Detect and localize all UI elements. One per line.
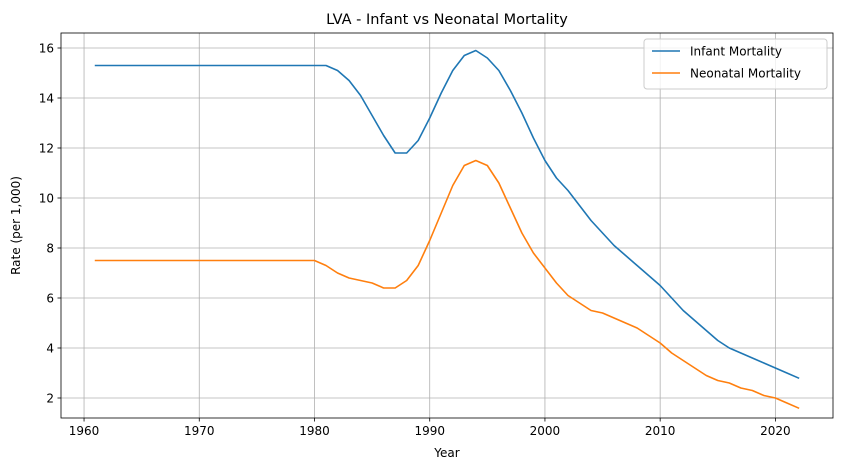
chart-title: LVA - Infant vs Neonatal Mortality [326,12,568,28]
y-tick-label: 2 [46,391,54,405]
x-tick-label: 1960 [69,424,100,438]
legend-label-2: Neonatal Mortality [690,66,801,80]
y-tick-label: 16 [39,41,54,55]
x-tick-label: 1970 [184,424,215,438]
legend-box [643,38,828,90]
y-tick-label: 12 [39,141,54,155]
axis-ticks: 1960 1970 1980 1990 2000 2010 2020 2 4 6 8 10 12 14 16 [39,41,791,438]
legend-label-1: Infant Mortality [690,44,782,58]
series-lines [94,49,800,410]
y-tick-label: 8 [46,241,54,255]
grid-lines [61,33,833,418]
x-tick-label: 1990 [414,424,445,438]
y-axis-title: Rate (per 1,000) [9,176,23,275]
x-tick-label: 1980 [299,424,330,438]
series-line-1 [94,49,800,380]
series-line-2 [94,159,800,410]
y-tick-label: 14 [39,91,54,105]
plot-area-frame [60,32,834,419]
y-tick-label: 4 [46,341,54,355]
x-tick-label: 2000 [530,424,561,438]
legend: Infant Mortality Neonatal Mortality [643,38,828,90]
y-tick-label: 10 [39,191,54,205]
y-tick-label: 6 [46,291,54,305]
x-tick-label: 2010 [645,424,676,438]
x-tick-label: 2020 [760,424,791,438]
x-axis-title: Year [433,446,459,460]
